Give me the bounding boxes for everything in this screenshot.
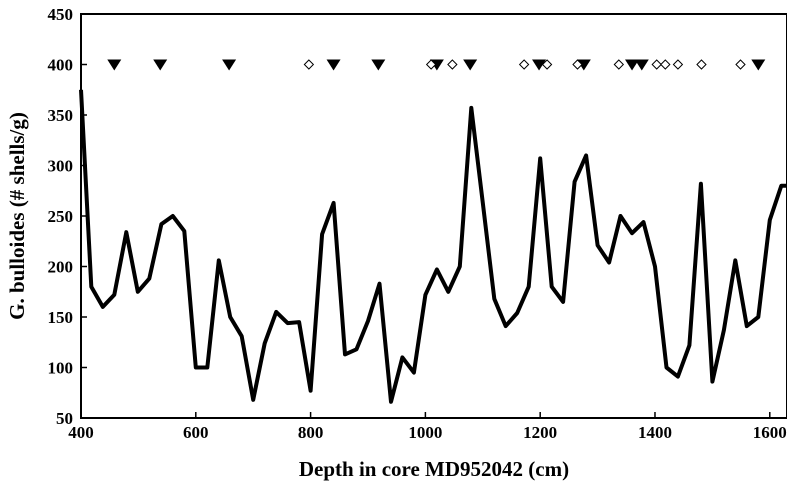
x-tick-label: 800 bbox=[298, 423, 324, 442]
open-diamond-marker bbox=[425, 59, 437, 70]
x-tick-label: 600 bbox=[183, 423, 209, 442]
open-diamond-marker bbox=[660, 59, 671, 70]
open-diamond-marker bbox=[613, 59, 625, 70]
open-diamond-marker bbox=[572, 59, 583, 70]
filled-triangle-marker bbox=[751, 59, 766, 71]
filled-triangle-marker bbox=[222, 59, 237, 71]
open-diamond-marker bbox=[541, 59, 553, 70]
open-diamond-marker bbox=[447, 59, 458, 70]
chart-event-markers bbox=[107, 59, 766, 71]
y-tick-label: 250 bbox=[48, 207, 74, 226]
open-diamond-marker bbox=[735, 59, 746, 70]
chart-axes: 50 100 150 200 250 300 350 400 450 400 600 800 1000 1… bbox=[48, 5, 787, 442]
y-tick-label: 50 bbox=[56, 409, 73, 428]
open-diamond-marker bbox=[672, 59, 684, 70]
y-tick-label: 300 bbox=[48, 157, 74, 176]
y-tick-label: 400 bbox=[48, 56, 74, 75]
y-axis-title: G. bulloides (# shells/g) bbox=[5, 112, 29, 320]
filled-triangle-marker bbox=[153, 59, 168, 71]
open-diamond-marker bbox=[303, 59, 315, 70]
plot-frame bbox=[80, 13, 787, 419]
filled-triangle-marker bbox=[625, 59, 640, 71]
open-diamond-marker bbox=[696, 59, 707, 70]
chart-marks bbox=[79, 89, 787, 404]
y-tick-label: 100 bbox=[48, 359, 74, 378]
y-tick-label: 450 bbox=[48, 5, 74, 24]
x-tick-label: 1200 bbox=[523, 423, 557, 442]
y-tick-label: 200 bbox=[48, 258, 74, 277]
open-diamond-marker bbox=[518, 59, 530, 70]
filled-triangle-marker bbox=[107, 59, 122, 71]
filled-triangle-marker bbox=[326, 59, 341, 71]
y-tick-label: 150 bbox=[48, 308, 74, 327]
y-tick-label: 350 bbox=[48, 106, 74, 125]
x-axis-title: Depth in core MD952042 (cm) bbox=[299, 457, 569, 481]
filled-triangle-marker bbox=[463, 59, 478, 71]
x-tick-label: 1400 bbox=[638, 423, 672, 442]
open-diamond-marker bbox=[651, 59, 662, 70]
filled-triangle-marker bbox=[532, 59, 547, 71]
filled-triangle-marker bbox=[634, 59, 649, 71]
series-line bbox=[79, 89, 787, 404]
filled-triangle-marker bbox=[371, 59, 386, 71]
x-tick-label: 400 bbox=[68, 423, 94, 442]
x-tick-label: 1000 bbox=[408, 423, 442, 442]
x-tick-label: 1600 bbox=[753, 423, 787, 442]
